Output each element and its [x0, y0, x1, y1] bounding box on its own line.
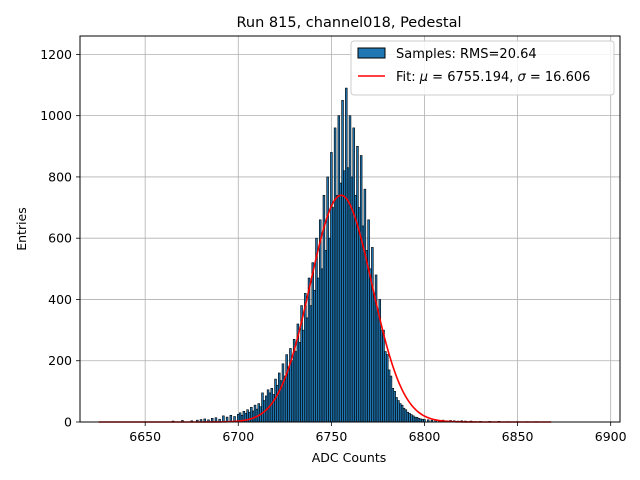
x-tick-label: 6900	[595, 429, 627, 444]
y-tick-label: 400	[48, 292, 72, 307]
x-tick-label: 6850	[502, 429, 534, 444]
legend-fit-label: Fit: μ = 6755.194, σ = 16.606	[396, 70, 590, 85]
legend-box	[350, 40, 615, 96]
x-axis: 6650 6700 6750 6800 6850 6900	[129, 422, 627, 444]
x-tick-label: 6800	[409, 429, 441, 444]
y-axis-label: Entries	[14, 207, 29, 251]
plot-frame	[79, 35, 621, 423]
legend-samples-swatch	[357, 47, 386, 59]
y-tick-label: 800	[48, 169, 72, 184]
legend-samples-label: Samples: RMS=20.64	[396, 47, 537, 62]
y-tick-label: 200	[48, 353, 72, 368]
x-tick-label: 6750	[315, 429, 347, 444]
chart-title: Run 815, channel018, Pedestal	[236, 15, 461, 31]
y-tick-label: 1000	[40, 108, 72, 123]
y-tick-label: 600	[48, 231, 72, 246]
y-tick-label: 0	[64, 415, 72, 430]
x-tick-label: 6650	[129, 429, 161, 444]
y-tick-label: 1200	[40, 47, 72, 62]
x-axis-label: ADC Counts	[312, 450, 387, 465]
y-axis: 0 200 400 600 800 1000 1200	[40, 47, 80, 430]
x-tick-label: 6700	[222, 429, 254, 444]
legend: Samples: RMS=20.64 Fit: μ = 6755.194, σ …	[350, 40, 615, 96]
